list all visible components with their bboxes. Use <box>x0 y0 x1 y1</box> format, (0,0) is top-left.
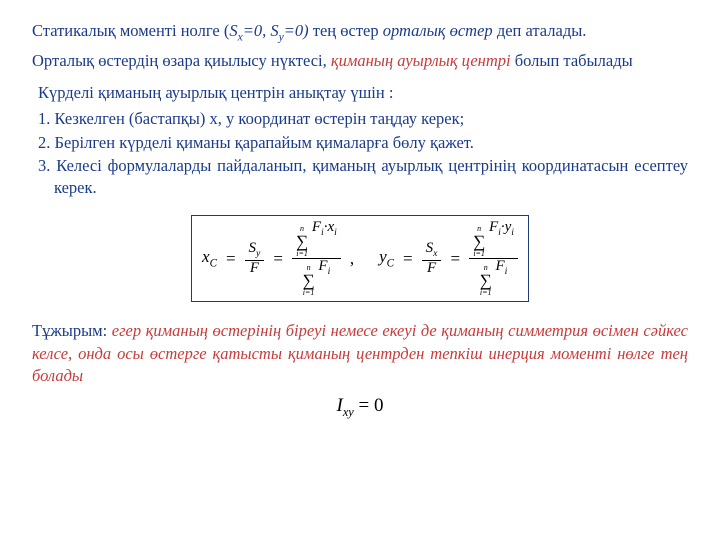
yc-var: yC <box>379 246 394 271</box>
eq-sign-4: = <box>447 248 463 271</box>
p2-text-a: Орталық өстердің өзара қиылысу нүктесі, <box>32 51 331 70</box>
p2-highlight: қиманың ауырлық центрі <box>331 51 511 70</box>
comma: , <box>347 248 357 271</box>
p1-text-d: деп аталады. <box>493 21 587 40</box>
list-item-3: 3. Келесі формулаларды пайдаланып, қиман… <box>38 155 688 200</box>
formula-container: xC = Sy F = n∑i=1 Fi·xi n∑i=1 Fi , yC = <box>32 207 688 310</box>
frac-sx-f: Sx F <box>422 241 442 276</box>
xc-var: xC <box>202 246 217 271</box>
final-equation: Ixy = 0 <box>32 393 688 420</box>
conclusion-text: егер қиманың өстерінің біреуі немесе еке… <box>32 321 688 385</box>
list-item-2: 2. Берілген күрделі қиманы қарапайым қим… <box>38 132 688 154</box>
sx-sym: S <box>229 21 237 40</box>
frac-sum-y: n∑i=1 Fi·yi n∑i=1 Fi <box>469 220 518 297</box>
p1-text-c: орталық өстер <box>383 21 493 40</box>
p1-text-b: тең өстер <box>309 21 383 40</box>
paragraph-1: Статикалық моменті нолге (Sx=0, Sy=0) те… <box>32 20 688 46</box>
sy-sym: S <box>270 21 278 40</box>
ixy-eq: = 0 <box>354 395 384 416</box>
p1-text-a: Статикалық моменті нолге ( <box>32 21 229 40</box>
list-intro: Күрделі қиманың ауырлық центрін анықтау … <box>38 82 688 104</box>
eq-sign-3: = <box>400 248 416 271</box>
centroid-formula: xC = Sy F = n∑i=1 Fi·xi n∑i=1 Fi , yC = <box>202 220 518 297</box>
conclusion-label: Тұжырым: <box>32 321 112 340</box>
eq-sign-2: = <box>270 248 286 271</box>
paragraph-2: Орталық өстердің өзара қиылысу нүктесі, … <box>32 50 688 72</box>
p1-eq2: =0) <box>284 21 309 40</box>
steps-list: Күрделі қиманың ауырлық центрін анықтау … <box>32 82 688 199</box>
p2-text-c: болып табылады <box>511 51 633 70</box>
list-item-1: 1. Кезкелген (бастапқы) х, у координат ө… <box>38 108 688 130</box>
frac-sum-x: n∑i=1 Fi·xi n∑i=1 Fi <box>292 220 341 297</box>
conclusion: Тұжырым: егер қиманың өстерінің біреуі н… <box>32 320 688 387</box>
frac-sy-f: Sy F <box>245 241 265 276</box>
ixy-sub: xy <box>343 405 354 419</box>
formula-box: xC = Sy F = n∑i=1 Fi·xi n∑i=1 Fi , yC = <box>191 215 529 302</box>
eq-sign: = <box>223 248 239 271</box>
p1-eq1: =0, <box>243 21 271 40</box>
